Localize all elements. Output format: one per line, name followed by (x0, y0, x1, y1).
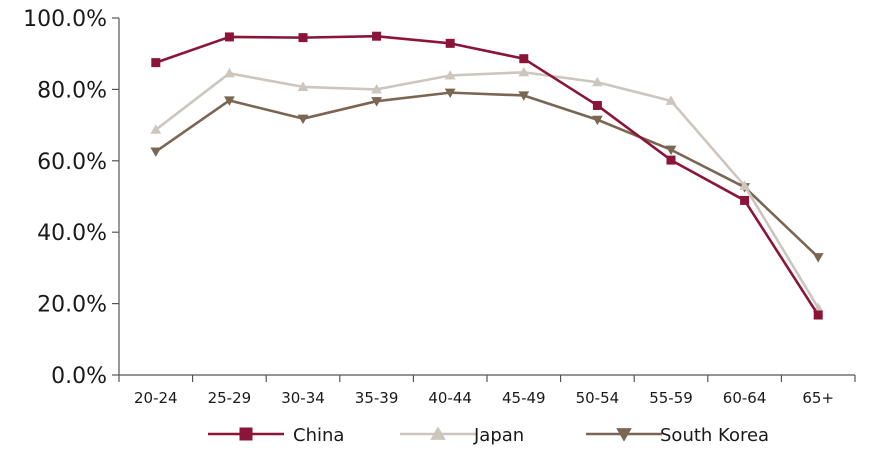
x-tick-label: 60-64 (723, 389, 767, 407)
data-point (592, 100, 602, 110)
series-line (155, 70, 820, 309)
y-tick-label: 40.0% (37, 221, 107, 246)
data-point (297, 81, 309, 91)
data-point (739, 180, 750, 190)
y-tick-label: 100.0% (23, 7, 107, 32)
x-tick-label: 30-34 (281, 389, 325, 407)
data-point (371, 84, 382, 94)
y-tick-label: 60.0% (37, 150, 107, 175)
series-south-korea (150, 88, 824, 263)
data-point (812, 253, 824, 263)
data-point (444, 88, 456, 99)
x-tick-label: 35-39 (355, 389, 399, 407)
data-point (518, 91, 530, 101)
data-point (371, 97, 382, 107)
data-point (592, 76, 603, 87)
legend-item-china: China (208, 425, 344, 446)
y-tick-label: 20.0% (37, 293, 107, 318)
y-tick-label: 80.0% (37, 78, 107, 103)
data-point (372, 31, 382, 41)
x-tick-label: 20-24 (134, 389, 178, 407)
legend-item-japan: Japan (400, 425, 524, 446)
data-point (813, 310, 823, 320)
data-point (224, 32, 234, 42)
x-tick-label: 55-59 (649, 389, 693, 407)
legend-label: China (293, 425, 344, 446)
data-point (298, 33, 308, 43)
data-point (666, 155, 676, 165)
data-point (297, 114, 309, 125)
data-point (151, 58, 161, 68)
legend-label: South Korea (660, 425, 769, 446)
y-tick-label: 0.0% (51, 364, 107, 389)
data-point (224, 67, 235, 78)
data-point (519, 54, 529, 64)
series-line (155, 91, 820, 259)
x-tick-label: 45-49 (502, 389, 546, 407)
legend-label: Japan (473, 425, 524, 446)
series-line (155, 34, 820, 316)
data-point (445, 38, 455, 48)
x-tick-label: 65+ (802, 389, 834, 407)
data-point (444, 70, 456, 80)
legend-marker (616, 428, 632, 442)
legend-item-south-korea: South Korea (586, 425, 769, 446)
x-tick-label: 25-29 (208, 389, 252, 407)
x-tick-label: 50-54 (576, 389, 620, 407)
series-china (151, 31, 823, 320)
legend-marker (430, 426, 446, 440)
x-tick-label: 40-44 (428, 389, 472, 407)
series-lines (150, 31, 824, 320)
data-point (224, 96, 235, 106)
data-point (665, 95, 677, 105)
legend: China Japan South Korea (208, 425, 769, 446)
data-point (518, 66, 530, 77)
data-point (592, 115, 603, 126)
data-point (665, 145, 677, 156)
legend-marker (239, 427, 253, 441)
data-point (150, 124, 162, 134)
data-point (740, 195, 750, 205)
axes: 0.0% 20.0% 40.0% 60.0% 80.0% 100.0% 20-24 25-29… (23, 7, 856, 407)
data-point (150, 147, 162, 157)
